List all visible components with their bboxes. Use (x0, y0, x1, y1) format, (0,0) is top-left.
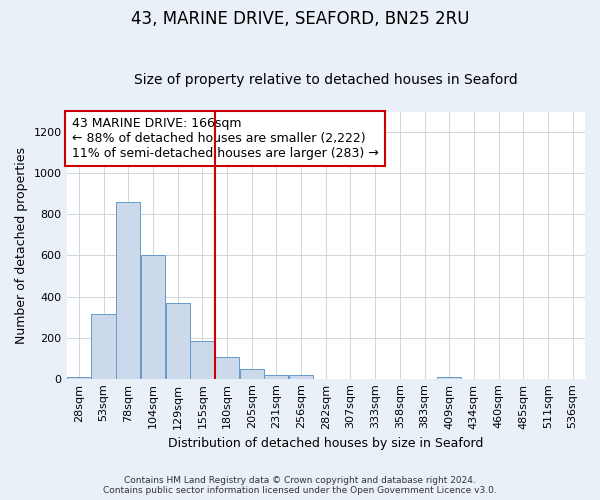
Bar (91, 314, 116, 378)
Y-axis label: Number of detached properties: Number of detached properties (15, 146, 28, 344)
Bar (289, 374, 313, 378)
Title: Size of property relative to detached houses in Seaford: Size of property relative to detached ho… (134, 73, 518, 87)
Text: 43 MARINE DRIVE: 166sqm
← 88% of detached houses are smaller (2,222)
11% of semi: 43 MARINE DRIVE: 166sqm ← 88% of detache… (72, 117, 379, 160)
Bar (190, 340, 214, 378)
Bar (116, 202, 140, 378)
Bar (67, 376, 91, 378)
Text: Contains HM Land Registry data © Crown copyright and database right 2024.
Contai: Contains HM Land Registry data © Crown c… (103, 476, 497, 495)
Text: 43, MARINE DRIVE, SEAFORD, BN25 2RU: 43, MARINE DRIVE, SEAFORD, BN25 2RU (131, 10, 469, 28)
Bar (239, 370, 264, 378)
X-axis label: Distribution of detached houses by size in Seaford: Distribution of detached houses by size … (168, 437, 484, 450)
Bar (166, 302, 190, 378)
Bar (141, 256, 165, 378)
Bar (264, 374, 289, 378)
Bar (215, 357, 239, 378)
Bar (437, 377, 461, 378)
